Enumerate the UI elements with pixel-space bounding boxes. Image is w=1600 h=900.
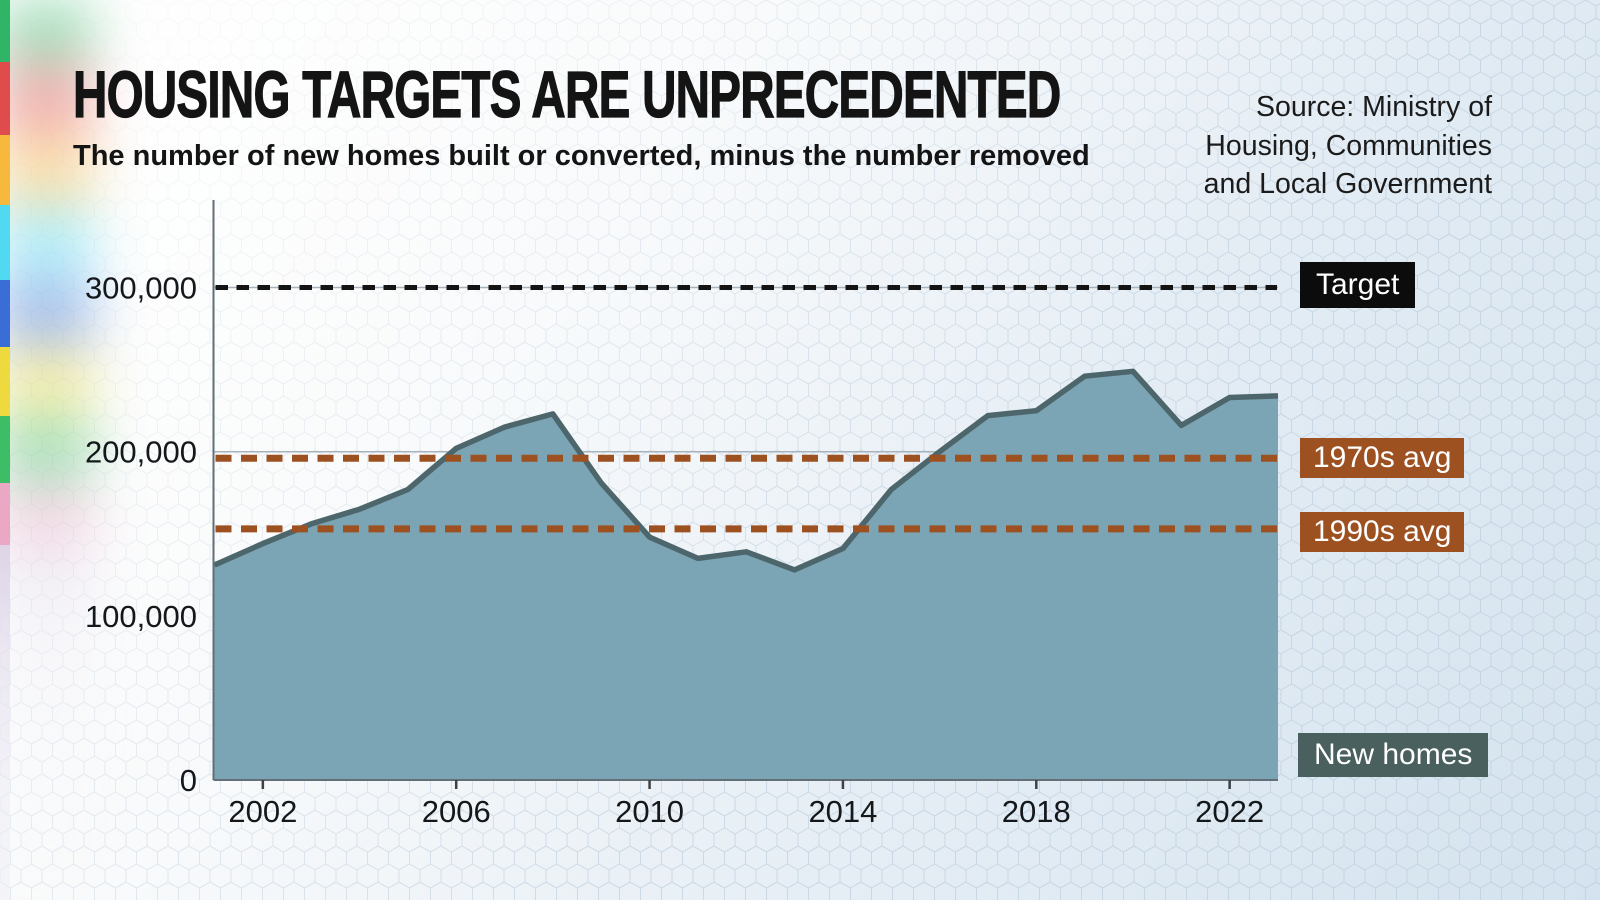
x-tick-label-2022: 2022: [1195, 794, 1264, 829]
source-attribution: Source: Ministry of Housing, Communities…: [1204, 88, 1492, 204]
new-homes-legend-label: New homes: [1298, 733, 1489, 777]
page-title: HOUSING TARGETS ARE UNPRECEDENTED: [73, 56, 1062, 131]
avg-1990s-legend-label: 1990s avg: [1300, 512, 1465, 552]
x-tick-label-2002: 2002: [228, 794, 297, 829]
y-tick-label-200000: 200,000: [85, 435, 197, 470]
target-legend-label: Target: [1300, 262, 1416, 308]
source-line: and Local Government: [1203, 168, 1492, 200]
x-tick-label-2018: 2018: [1002, 794, 1071, 829]
avg-1970s-legend-label: 1970s avg: [1300, 438, 1465, 478]
y-tick-label-0: 0: [180, 763, 197, 798]
sky-rainbow-strip: [0, 0, 10, 900]
source-line: Housing, Communities: [1205, 129, 1492, 162]
x-tick-label-2014: 2014: [808, 794, 877, 829]
rainbow-edge-glow: [0, 0, 92, 900]
y-tick-label-300000: 300,000: [85, 271, 197, 306]
new-homes-area: [214, 371, 1278, 780]
x-tick-label-2006: 2006: [422, 794, 491, 829]
y-tick-label-100000: 100,000: [85, 599, 197, 634]
x-tick-label-2010: 2010: [615, 794, 684, 829]
chart-subtitle: The number of new homes built or convert…: [73, 140, 1090, 172]
source-line: Source: Ministry of: [1256, 91, 1492, 123]
new-homes-line: [213, 368, 1279, 573]
